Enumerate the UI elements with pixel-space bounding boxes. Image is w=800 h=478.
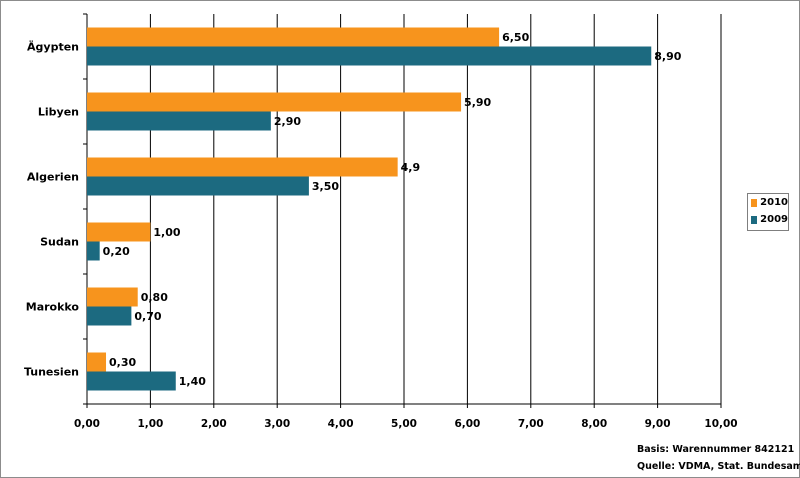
category-label-0: Ägypten [27,40,79,54]
bar-2009-3 [87,241,100,261]
data-label-2010-3: 1,00 [153,226,180,239]
category-label-1: Libyen [38,106,79,119]
legend-item-2010: 2010 [748,194,788,211]
data-label-2010-0: 6,50 [502,31,529,44]
category-label-3: Sudan [40,236,79,249]
data-label-2009-0: 8,90 [654,50,681,63]
x-tick-label-8: 8,00 [581,418,607,430]
category-label-4: Marokko [26,301,80,314]
legend: 2010 2009 [747,193,789,231]
source-note: Quelle: VDMA, Stat. Bundesamt [637,461,800,472]
x-tick-label-6: 6,00 [454,418,480,430]
category-label-2: Algerien [27,171,79,184]
bar-2010-0 [87,27,500,47]
basis-note: Basis: Warennummer 842121 [637,444,795,455]
x-tick-label-3: 3,00 [264,418,290,430]
x-tick-label-5: 5,00 [391,418,417,430]
data-label-2009-5: 1,40 [179,375,206,388]
data-label-2009-3: 0,20 [103,245,130,258]
bar-2009-4 [87,306,132,326]
x-tick-label-7: 7,00 [518,418,544,430]
bar-2010-5 [87,352,107,372]
data-label-2010-1: 5,90 [464,96,491,109]
bar-2009-1 [87,111,271,131]
x-tick-label-2: 2,00 [201,418,227,430]
bar-2009-0 [87,46,652,66]
bar-2010-1 [87,92,462,112]
legend-label-2010: 2010 [760,197,788,208]
data-label-2009-2: 3,50 [312,180,339,193]
x-tick-label-1: 1,00 [137,418,163,430]
x-tick-label-4: 4,00 [328,418,354,430]
bar-2010-3 [87,222,151,242]
data-label-2010-2: 4,9 [401,161,421,174]
bar-2009-5 [87,371,176,391]
data-label-2010-4: 0,80 [141,291,168,304]
data-label-2010-5: 0,30 [109,356,136,369]
x-tick-label-9: 9,00 [645,418,671,430]
category-label-5: Tunesien [24,366,79,379]
x-tick-label-0: 0,00 [74,418,100,430]
data-label-2009-1: 2,90 [274,115,301,128]
data-label-2009-4: 0,70 [134,310,161,323]
bar-2010-2 [87,157,398,177]
x-tick-label-10: 10,00 [704,418,737,430]
legend-swatch-2009 [751,215,758,224]
legend-swatch-2010 [751,198,758,207]
bar-2009-2 [87,176,309,196]
legend-item-2009: 2009 [748,211,788,228]
bar-2010-4 [87,287,138,307]
legend-label-2009: 2009 [760,214,788,225]
